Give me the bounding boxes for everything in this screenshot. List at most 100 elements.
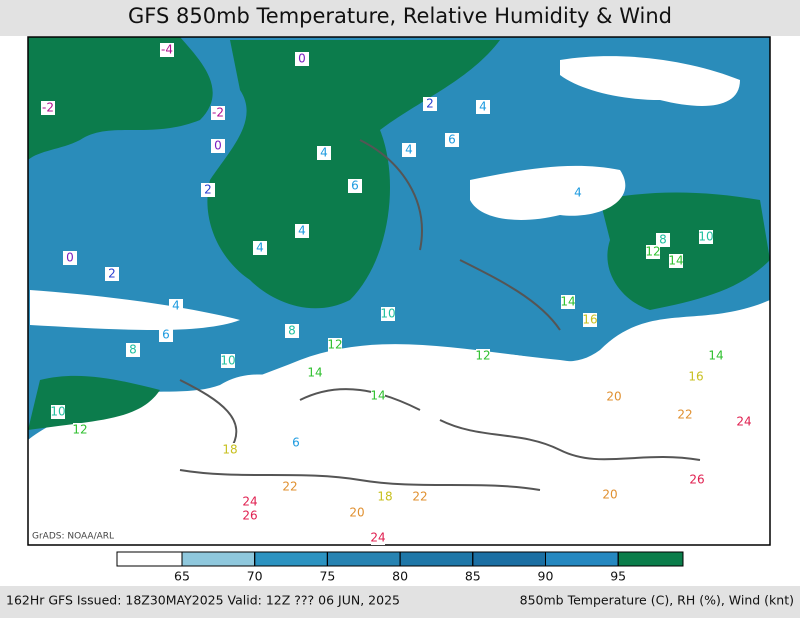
colorbar-label: 80	[392, 569, 408, 584]
contour-label-box	[223, 443, 237, 457]
contour-label-box	[211, 106, 225, 120]
contour-label: 2	[426, 97, 434, 111]
contour-label-box	[126, 343, 140, 357]
contour-label: 26	[689, 473, 704, 487]
colorbar-segment	[399, 551, 474, 567]
contour-label-box	[211, 139, 225, 153]
contour-label-box	[201, 183, 215, 197]
contour-label-box	[669, 254, 683, 268]
contour-label-box	[402, 143, 416, 157]
colorbar-label: 65	[174, 569, 190, 584]
dry-area	[470, 165, 626, 220]
contour-label-box	[378, 490, 392, 504]
contour-label: 2	[204, 183, 212, 197]
contour-label: 22	[282, 480, 297, 494]
contour-label-box	[381, 307, 395, 321]
contour-label-box	[423, 97, 437, 111]
colorbar-label: 95	[610, 569, 626, 584]
credit: GrADS: NOAA/ARL	[32, 532, 114, 542]
contour-label-box	[41, 101, 55, 115]
contour-label: 4	[298, 224, 306, 238]
contour-label: 6	[351, 179, 359, 193]
contour-label: 10	[220, 354, 235, 368]
contour-label: 12	[72, 423, 87, 437]
contour-label: 10	[698, 230, 713, 244]
contour-label: 16	[688, 370, 703, 384]
contour-label: 4	[256, 241, 264, 255]
contour-label: 14	[668, 254, 683, 268]
colorbar: 65 70 75 80 85 90 95	[116, 551, 684, 584]
contour-label-box	[295, 224, 309, 238]
contour-label: 16	[582, 313, 597, 327]
contour-label-box	[656, 233, 670, 247]
contour-label: 14	[560, 295, 575, 309]
colorbar-segment	[617, 551, 684, 567]
contour-label: 6	[448, 133, 456, 147]
contour-label-box	[371, 389, 385, 403]
map: GrADS: NOAA/ARL	[27, 36, 771, 546]
contour-label: 14	[708, 349, 723, 363]
colorbar-segment	[116, 551, 183, 567]
contour-label: 0	[66, 251, 74, 265]
contour-label: 14	[370, 389, 385, 403]
contour-label-box	[51, 405, 65, 419]
colorbar-segment	[472, 551, 546, 567]
contour-label-box	[371, 531, 385, 545]
contour-label-box	[350, 506, 364, 520]
map-frame	[27, 36, 771, 546]
contour-label-box	[699, 230, 713, 244]
colorbar-label: 75	[319, 569, 335, 584]
colorbar-segment	[254, 551, 328, 567]
footer-bar	[0, 586, 800, 618]
contour-label-box	[476, 349, 490, 363]
footer-right: 850mb Temperature (C), RH (%), Wind (knt…	[520, 593, 794, 608]
contour-label: 20	[349, 506, 364, 520]
contour-label-box	[328, 338, 342, 352]
humidity-area	[28, 37, 213, 160]
colorbar-label: 90	[538, 569, 554, 584]
dry-area	[28, 330, 770, 545]
contour-label-box	[243, 495, 257, 509]
colorbar-label: 85	[465, 569, 481, 584]
contour-label-box	[169, 299, 183, 313]
contour-label: 4	[405, 143, 413, 157]
title: GFS 850mb Temperature, Relative Humidity…	[128, 4, 672, 28]
humidity-area	[28, 37, 770, 440]
contour-label: 0	[214, 139, 222, 153]
contour-label: 8	[129, 343, 137, 357]
contour-label: 4	[320, 146, 328, 160]
contour-label-box	[413, 490, 427, 504]
contour-label: 4	[574, 186, 582, 200]
colorbar-label: 70	[247, 569, 263, 584]
contour-label: 6	[292, 436, 300, 450]
contour-label: 12	[327, 338, 342, 352]
contour-label-box	[105, 267, 119, 281]
contour-label-box	[73, 423, 87, 437]
contour-label-box	[283, 480, 297, 494]
contour-label-box	[243, 509, 257, 523]
footer-left: 162Hr GFS Issued: 18Z30MAY2025 Valid: 12…	[6, 593, 400, 608]
contour-label-box	[253, 241, 267, 255]
coastline	[179, 139, 701, 491]
humidity-area	[600, 192, 770, 310]
contour-label-box	[583, 313, 597, 327]
contour-label-box	[646, 245, 660, 259]
contour-label: 24	[242, 495, 257, 509]
contour-label-box	[348, 179, 362, 193]
contour-label: 0	[298, 52, 306, 66]
contour-label: 24	[736, 415, 751, 429]
contour-label-box	[285, 324, 299, 338]
contour-label: 24	[370, 531, 385, 545]
contour-label-box	[737, 415, 751, 429]
title-bar	[0, 0, 800, 36]
contour-label: 4	[479, 100, 487, 114]
contour-label-box	[561, 295, 575, 309]
contour-label-box	[689, 370, 703, 384]
contour-label-box	[607, 390, 621, 404]
contour-label-box	[317, 146, 331, 160]
contour-label-box	[160, 43, 174, 57]
contour-label-box	[159, 328, 173, 342]
dry-area	[30, 290, 240, 330]
contour-label-box	[308, 366, 322, 380]
